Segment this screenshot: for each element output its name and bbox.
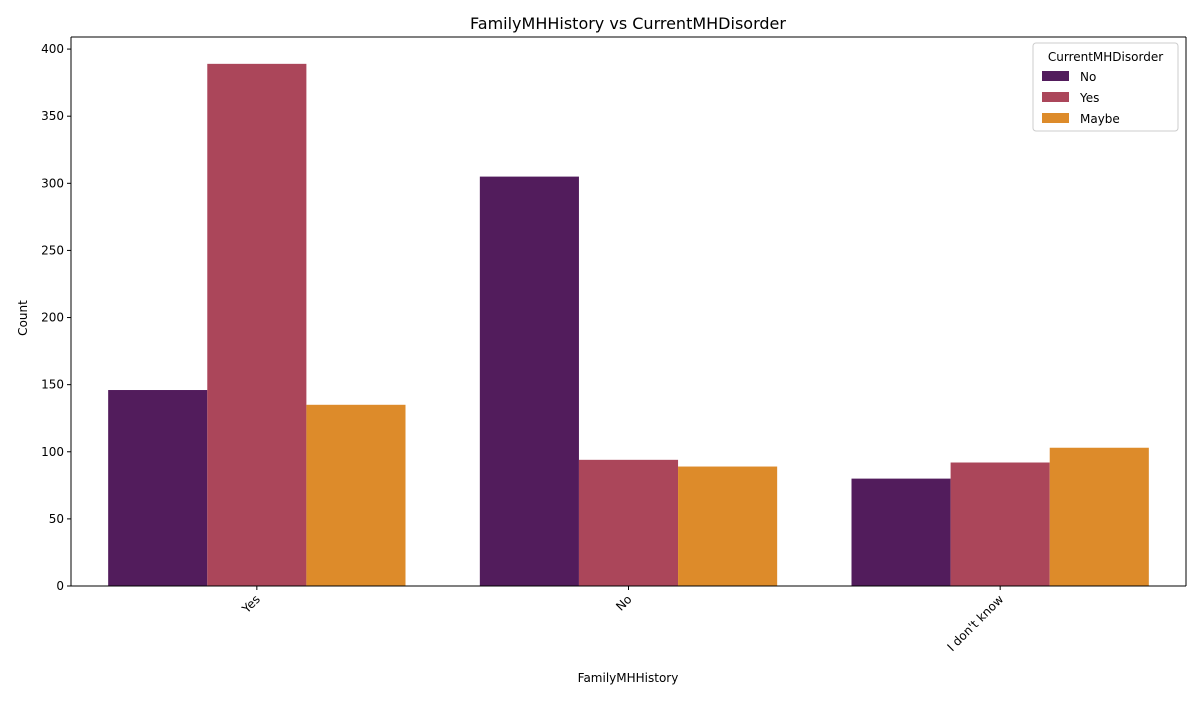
bar-no-3	[851, 478, 951, 586]
bar-no-1	[108, 390, 208, 586]
x-tick-label: No	[613, 592, 634, 613]
legend-swatch-maybe	[1042, 113, 1069, 123]
y-tick-label: 400	[41, 42, 64, 56]
x-tick-label: I don't know	[944, 592, 1006, 654]
legend-swatch-no	[1042, 71, 1069, 81]
y-tick-label: 100	[41, 445, 64, 459]
bar-maybe-1	[306, 404, 406, 586]
y-tick-label: 300	[41, 176, 64, 190]
legend: CurrentMHDisorder No Yes Maybe	[1032, 42, 1179, 132]
y-tick-label: 50	[49, 512, 64, 526]
chart-title: FamilyMHHistory vs CurrentMHDisorder	[470, 14, 786, 33]
y-tick-label: 0	[56, 579, 64, 593]
legend-title: CurrentMHDisorder	[1048, 50, 1163, 64]
bar-maybe-2	[678, 466, 778, 586]
plot-area	[71, 36, 1187, 587]
legend-entries: No Yes Maybe	[1042, 70, 1120, 126]
bar-yes-1	[207, 63, 307, 587]
y-tick-label: 200	[41, 311, 64, 325]
x-axis: Yes No I don't know	[71, 585, 1186, 654]
legend-swatch-yes	[1042, 92, 1069, 102]
x-tick-label: Yes	[239, 592, 263, 616]
x-axis-label: FamilyMHHistory	[578, 671, 679, 685]
legend-label-maybe: Maybe	[1080, 112, 1120, 126]
y-tick-label: 250	[41, 243, 64, 257]
legend-label-yes: Yes	[1079, 91, 1099, 105]
y-axis-label: Count	[16, 300, 30, 336]
y-tick-label: 150	[41, 378, 64, 392]
y-axis: 0 50 100 150 200 250 300 350 400	[41, 37, 72, 593]
bar-maybe-3	[1049, 447, 1149, 586]
bar-yes-2	[578, 459, 679, 586]
bar-no-2	[479, 176, 579, 586]
legend-frame	[1032, 42, 1179, 132]
legend-label-no: No	[1080, 70, 1096, 84]
y-tick-label: 350	[41, 109, 64, 123]
bar-yes-3	[950, 462, 1050, 586]
